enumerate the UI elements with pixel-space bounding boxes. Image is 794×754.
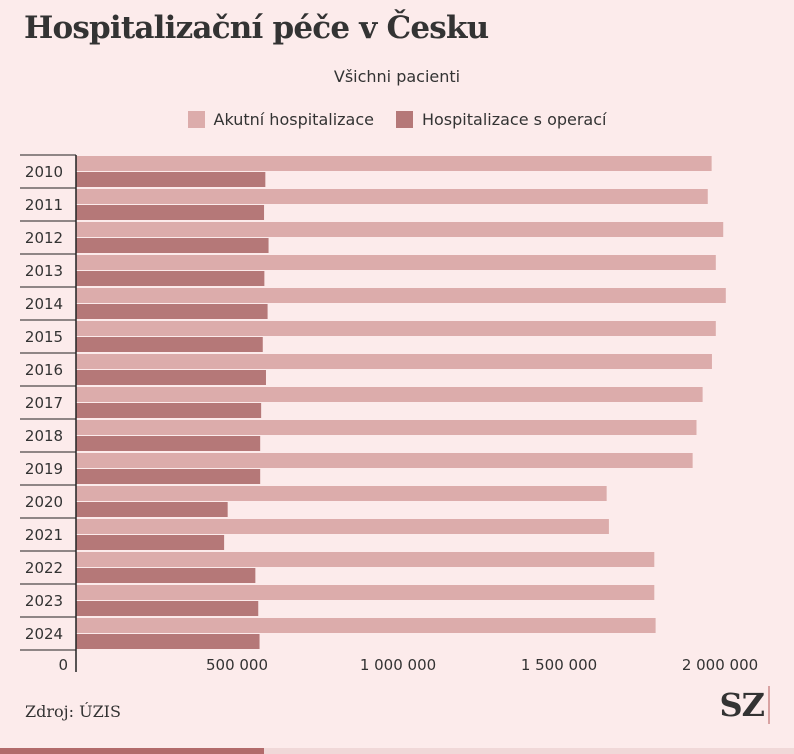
bar-acute <box>76 288 726 303</box>
category-label: 2020 <box>25 493 63 511</box>
category-label: 2014 <box>25 295 63 313</box>
category-label: 2022 <box>25 559 63 577</box>
category-label: 2021 <box>25 526 63 544</box>
bar-operation <box>76 436 261 451</box>
bar-operation <box>76 271 265 286</box>
category-label: 2010 <box>25 163 63 181</box>
category-label: 2011 <box>25 196 63 214</box>
x-tick-label: 1 000 000 <box>360 656 436 674</box>
category-label: 2013 <box>25 262 63 280</box>
legend-item-operation[interactable]: Hospitalizace s operací <box>395 110 607 129</box>
bar-acute <box>76 618 656 633</box>
bar-acute <box>76 222 724 237</box>
bar-operation <box>76 370 266 385</box>
bar-acute <box>76 585 655 600</box>
bar-operation <box>76 634 260 649</box>
bar-acute <box>76 321 716 336</box>
reading-progress-bar <box>0 748 794 754</box>
category-label: 2019 <box>25 460 63 478</box>
bar-acute <box>76 354 712 369</box>
bar-chart: 2010 2011 2012 2013 2014 2015 2016 2017 2018 2019… <box>20 154 758 674</box>
bar-operation <box>76 304 268 319</box>
source-note: Zdroj: ÚZIS <box>25 702 121 721</box>
sz-logo: SZ <box>720 686 770 724</box>
legend-label-operation: Hospitalizace s operací <box>421 110 607 129</box>
legend-swatch-acute <box>187 111 205 128</box>
bar-operation <box>76 535 225 550</box>
bar-acute <box>76 420 697 435</box>
category-label: 2016 <box>25 361 63 379</box>
category-label: 2018 <box>25 427 63 445</box>
bar-acute <box>76 255 716 270</box>
category-label: 2023 <box>25 592 63 610</box>
legend-swatch-operation <box>395 111 413 128</box>
category-label: 2024 <box>25 625 63 643</box>
chart-subtitle: Všichni pacienti <box>333 67 461 86</box>
category-label: 2017 <box>25 394 63 412</box>
legend-label-acute: Akutní hospitalizace <box>213 110 374 129</box>
bar-operation <box>76 205 265 220</box>
bar-operation <box>76 172 266 187</box>
chart-legend: Akutní hospitalizace Hospitalizace s ope… <box>0 110 794 129</box>
reading-progress-fill <box>0 748 265 754</box>
bar-acute <box>76 189 708 204</box>
logo-text: SZ <box>719 686 765 724</box>
x-tick-label: 500 000 <box>206 656 268 674</box>
category-label: 2015 <box>25 328 63 346</box>
bar-operation <box>76 238 269 253</box>
bar-operation <box>76 403 262 418</box>
bar-acute <box>76 552 655 567</box>
category-label: 2012 <box>25 229 63 247</box>
bar-operation <box>76 601 259 616</box>
bar-operation <box>76 568 256 583</box>
x-tick-label: 2 000 000 <box>682 656 758 674</box>
page-title: Hospitalizační péče v Česku <box>24 10 489 46</box>
bar-acute <box>76 387 703 402</box>
legend-item-acute[interactable]: Akutní hospitalizace <box>187 110 374 129</box>
bar-operation <box>76 502 228 517</box>
x-tick-label: 1 500 000 <box>521 656 597 674</box>
x-tick-label: 0 <box>58 656 68 674</box>
bar-acute <box>76 486 607 501</box>
bar-acute <box>76 453 693 468</box>
bar-acute <box>76 519 609 534</box>
bar-operation <box>76 337 263 352</box>
bar-operation <box>76 469 261 484</box>
bar-acute <box>76 156 712 171</box>
logo-bar <box>768 686 770 724</box>
